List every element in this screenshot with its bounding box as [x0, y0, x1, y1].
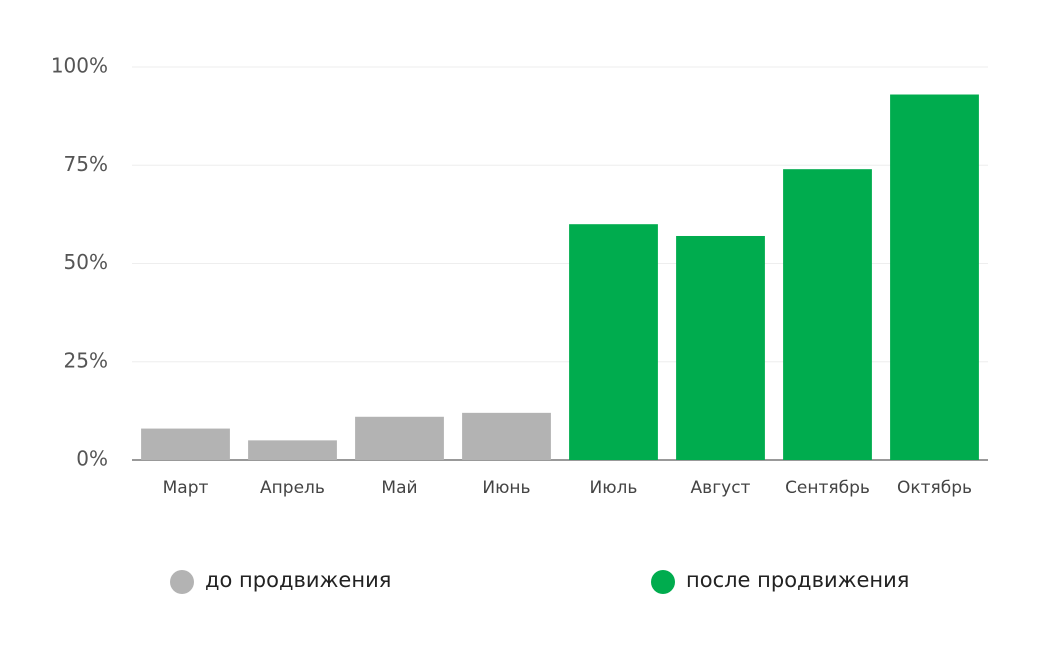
bar	[783, 169, 872, 460]
x-tick-label: Май	[381, 478, 417, 498]
bar	[355, 416, 444, 460]
x-tick-label: Октябрь	[897, 478, 972, 498]
y-tick-label: 0%	[76, 447, 108, 471]
legend-label: после продвижения	[686, 568, 909, 592]
bar	[569, 224, 658, 460]
x-tick-label: Март	[163, 478, 209, 498]
x-tick-label: Сентябрь	[785, 478, 870, 498]
bar	[248, 440, 337, 460]
y-tick-label: 25%	[64, 348, 108, 372]
x-tick-label: Июнь	[482, 478, 530, 498]
x-tick-label: Июль	[590, 478, 638, 498]
y-tick-label: 100%	[51, 54, 108, 78]
y-tick-label: 50%	[64, 250, 108, 274]
bar	[462, 412, 551, 460]
x-tick-label: Август	[691, 478, 751, 498]
bar	[890, 94, 979, 460]
bar	[676, 235, 765, 460]
legend-marker	[170, 570, 194, 594]
y-tick-label: 75%	[64, 152, 108, 176]
legend-label: до продвижения	[205, 568, 391, 592]
x-tick-label: Апрель	[260, 478, 325, 498]
legend-marker	[651, 570, 675, 594]
bar	[141, 428, 230, 460]
